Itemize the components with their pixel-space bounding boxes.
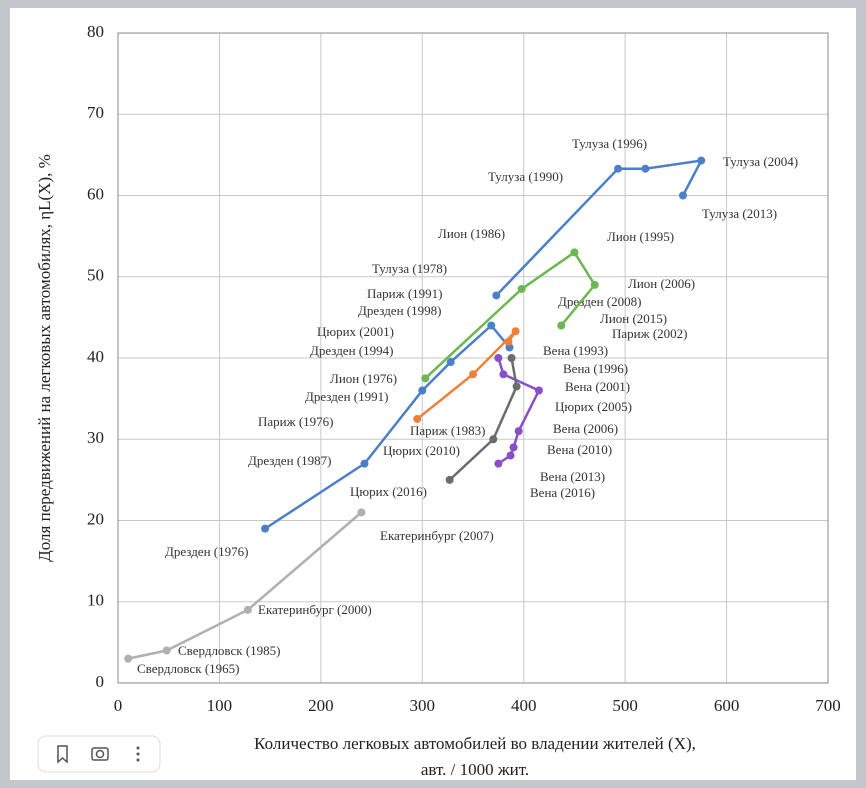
- point-label: Вена (1996): [563, 361, 628, 376]
- point-label: Лион (1995): [607, 229, 674, 244]
- point-label: Тулуза (1990): [488, 169, 563, 184]
- toolbar-box: [38, 736, 160, 772]
- point: [261, 525, 269, 533]
- x-tick-label: 200: [308, 696, 334, 715]
- point-label: Свердловск (1985): [178, 643, 281, 658]
- y-tick-label: 0: [96, 672, 105, 691]
- point-label: Вена (2006): [553, 421, 618, 436]
- x-axis-label: авт. / 1000 жит.: [421, 760, 529, 779]
- point: [446, 476, 454, 484]
- menu-dot[interactable]: [137, 747, 140, 750]
- point: [244, 606, 252, 614]
- point-label: Дрезден (1976): [165, 544, 248, 559]
- point-label: Лион (1976): [330, 371, 397, 386]
- point: [679, 192, 687, 200]
- point-label: Цюрих (2016): [350, 484, 427, 499]
- y-tick-label: 70: [87, 103, 104, 122]
- point-label: Дрезден (2008): [558, 294, 641, 309]
- point: [591, 281, 599, 289]
- toolbar[interactable]: [38, 736, 160, 772]
- y-tick-label: 60: [87, 184, 104, 203]
- point-label: Вена (2016): [530, 485, 595, 500]
- point-label: Лион (2015): [600, 311, 667, 326]
- point: [494, 354, 502, 362]
- point-label: Лион (1986): [438, 226, 505, 241]
- point: [505, 338, 513, 346]
- point-label: Лион (2006): [628, 276, 695, 291]
- point-label: Цюрих (2001): [317, 324, 394, 339]
- point-label: Вена (2001): [565, 379, 630, 394]
- point: [418, 387, 426, 395]
- point-label: Свердловск (1965): [137, 661, 240, 676]
- x-tick-label: 600: [714, 696, 740, 715]
- point-label: Вена (2010): [547, 442, 612, 457]
- point-label: Дрезден (1987): [248, 453, 331, 468]
- menu-dot[interactable]: [137, 753, 140, 756]
- point: [510, 443, 518, 451]
- x-tick-label: 300: [410, 696, 436, 715]
- point: [163, 647, 171, 655]
- point: [557, 322, 565, 330]
- y-tick-label: 80: [87, 22, 104, 41]
- point: [512, 327, 520, 335]
- point-label: Тулуза (1996): [572, 136, 647, 151]
- y-tick-label: 50: [87, 266, 104, 285]
- point: [124, 655, 132, 663]
- point-label: Тулуза (2004): [723, 154, 798, 169]
- point: [499, 370, 507, 378]
- x-tick-label: 700: [815, 696, 841, 715]
- point-label: Тулуза (2013): [702, 206, 777, 221]
- point-label: Дрезден (1998): [358, 303, 441, 318]
- point-label: Париж (1991): [367, 286, 443, 301]
- x-axis-label: Количество легковых автомобилей во владе…: [254, 734, 696, 753]
- point-label: Тулуза (1978): [372, 261, 447, 276]
- point: [570, 248, 578, 256]
- point: [515, 427, 523, 435]
- y-axis-label: Доля передвижений на легковых автомобиля…: [35, 154, 54, 562]
- point: [508, 354, 516, 362]
- point-label: Париж (1976): [258, 414, 334, 429]
- point-label: Цюрих (2005): [555, 399, 632, 414]
- x-tick-label: 500: [612, 696, 638, 715]
- point: [492, 291, 500, 299]
- point: [421, 374, 429, 382]
- point: [494, 460, 502, 468]
- point-label: Вена (1993): [543, 343, 608, 358]
- point-label: Дрезден (1994): [310, 343, 393, 358]
- point: [518, 285, 526, 293]
- point-label: Париж (1983): [410, 423, 486, 438]
- y-tick-label: 10: [87, 591, 104, 610]
- point: [641, 165, 649, 173]
- y-tick-label: 30: [87, 428, 104, 447]
- x-tick-label: 0: [114, 696, 123, 715]
- point: [507, 452, 515, 460]
- point-label: Екатеринбург (2000): [258, 602, 372, 617]
- point: [614, 165, 622, 173]
- point: [489, 435, 497, 443]
- x-tick-label: 400: [511, 696, 537, 715]
- menu-dot[interactable]: [137, 759, 140, 762]
- point-label: Екатеринбург (2007): [380, 528, 494, 543]
- point: [413, 415, 421, 423]
- point: [357, 508, 365, 516]
- point: [697, 157, 705, 165]
- chart: 0 100 200 300 400 500 600 700 0 10 20 30 40 50 60 70 80 К…: [0, 0, 866, 788]
- y-tick-label: 40: [87, 347, 104, 366]
- point: [513, 382, 521, 390]
- point: [535, 387, 543, 395]
- point: [360, 460, 368, 468]
- point-label: Вена (2013): [540, 469, 605, 484]
- y-tick-label: 20: [87, 509, 104, 528]
- point-label: Цюрих (2010): [383, 443, 460, 458]
- point: [487, 322, 495, 330]
- point: [447, 358, 455, 366]
- x-tick-label: 100: [207, 696, 233, 715]
- point: [469, 370, 477, 378]
- point-label: Париж (2002): [612, 326, 688, 341]
- point-label: Дрезден (1991): [305, 389, 388, 404]
